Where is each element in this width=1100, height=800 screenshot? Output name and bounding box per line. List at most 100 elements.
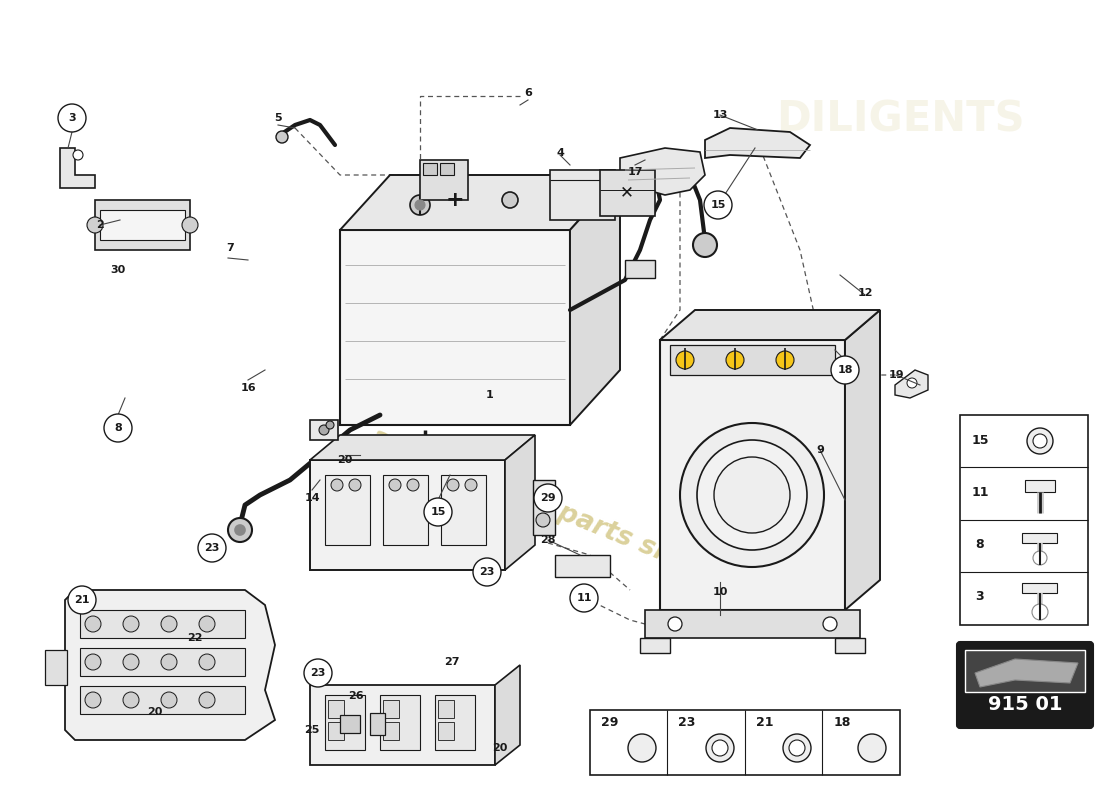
Text: 23: 23 (310, 668, 326, 678)
Text: 21: 21 (757, 715, 773, 729)
Bar (420, 160, 468, 200)
Circle shape (123, 654, 139, 670)
Circle shape (161, 654, 177, 670)
Circle shape (199, 654, 214, 670)
Circle shape (628, 734, 656, 762)
Circle shape (536, 488, 550, 502)
Circle shape (198, 534, 226, 562)
Text: 17: 17 (627, 167, 642, 177)
Bar (660, 340, 845, 610)
Text: 2: 2 (96, 220, 103, 230)
Circle shape (161, 692, 177, 708)
Circle shape (85, 692, 101, 708)
Text: 7: 7 (227, 243, 234, 253)
Circle shape (1033, 434, 1047, 448)
Circle shape (536, 513, 550, 527)
Text: 21: 21 (75, 595, 90, 605)
Polygon shape (495, 665, 520, 765)
Bar (640, 638, 670, 653)
Bar (434, 695, 475, 750)
Text: 4: 4 (557, 148, 564, 158)
Polygon shape (845, 310, 880, 610)
Text: 23: 23 (679, 715, 695, 729)
Bar (440, 163, 454, 175)
Bar (1025, 480, 1055, 492)
Circle shape (858, 734, 886, 762)
Text: +: + (446, 190, 464, 210)
Circle shape (276, 131, 288, 143)
Polygon shape (660, 310, 880, 340)
Text: 9: 9 (816, 445, 824, 455)
Bar (645, 610, 860, 638)
Circle shape (235, 525, 245, 535)
Circle shape (783, 734, 811, 762)
Text: a passion for parts since 1985: a passion for parts since 1985 (367, 424, 793, 616)
Circle shape (73, 150, 82, 160)
Circle shape (349, 479, 361, 491)
Circle shape (676, 351, 694, 369)
Circle shape (407, 479, 419, 491)
Bar (600, 170, 654, 216)
Polygon shape (975, 659, 1078, 687)
Text: 14: 14 (305, 493, 320, 503)
Circle shape (830, 356, 859, 384)
Bar (80, 610, 245, 638)
Text: DILIGENTS: DILIGENTS (776, 99, 1024, 141)
Bar (556, 555, 610, 577)
Text: 15: 15 (711, 200, 726, 210)
Bar (960, 415, 1088, 625)
Circle shape (776, 351, 794, 369)
Polygon shape (310, 435, 535, 460)
Bar (550, 170, 615, 220)
Circle shape (389, 479, 402, 491)
Bar (100, 210, 185, 240)
Bar (438, 700, 454, 718)
Text: 28: 28 (540, 535, 556, 545)
Bar (1022, 533, 1057, 543)
Circle shape (1027, 428, 1053, 454)
Circle shape (123, 692, 139, 708)
Bar (1022, 583, 1057, 593)
Circle shape (326, 421, 334, 429)
Text: 3: 3 (976, 590, 984, 603)
Bar (424, 163, 437, 175)
Circle shape (182, 217, 198, 233)
Text: 3: 3 (68, 113, 76, 123)
Polygon shape (570, 175, 620, 425)
Circle shape (570, 584, 598, 612)
Text: 23: 23 (480, 567, 495, 577)
Bar (835, 638, 865, 653)
Circle shape (85, 654, 101, 670)
Bar (310, 420, 338, 440)
Bar (370, 713, 385, 735)
Text: 20: 20 (338, 455, 353, 465)
Circle shape (680, 423, 824, 567)
Text: 6: 6 (524, 88, 532, 98)
Circle shape (199, 616, 214, 632)
Polygon shape (65, 590, 275, 740)
Text: 20: 20 (147, 707, 163, 717)
Circle shape (68, 586, 96, 614)
Bar (670, 345, 835, 375)
Text: 29: 29 (540, 493, 556, 503)
Circle shape (304, 659, 332, 687)
Text: 11: 11 (971, 486, 989, 499)
Circle shape (87, 217, 103, 233)
Circle shape (726, 351, 744, 369)
Bar (80, 686, 245, 714)
Circle shape (319, 425, 329, 435)
Text: 10: 10 (713, 587, 728, 597)
Text: 915 01: 915 01 (988, 695, 1063, 714)
Bar (438, 722, 454, 740)
Circle shape (85, 616, 101, 632)
Text: 29: 29 (602, 715, 618, 729)
Text: 8: 8 (976, 538, 984, 551)
Bar (534, 480, 556, 535)
Circle shape (693, 233, 717, 257)
Text: ✕: ✕ (620, 183, 634, 201)
Polygon shape (895, 370, 928, 398)
Circle shape (331, 479, 343, 491)
Text: 12: 12 (857, 288, 872, 298)
Text: 18: 18 (834, 715, 850, 729)
Text: 26: 26 (349, 691, 364, 701)
